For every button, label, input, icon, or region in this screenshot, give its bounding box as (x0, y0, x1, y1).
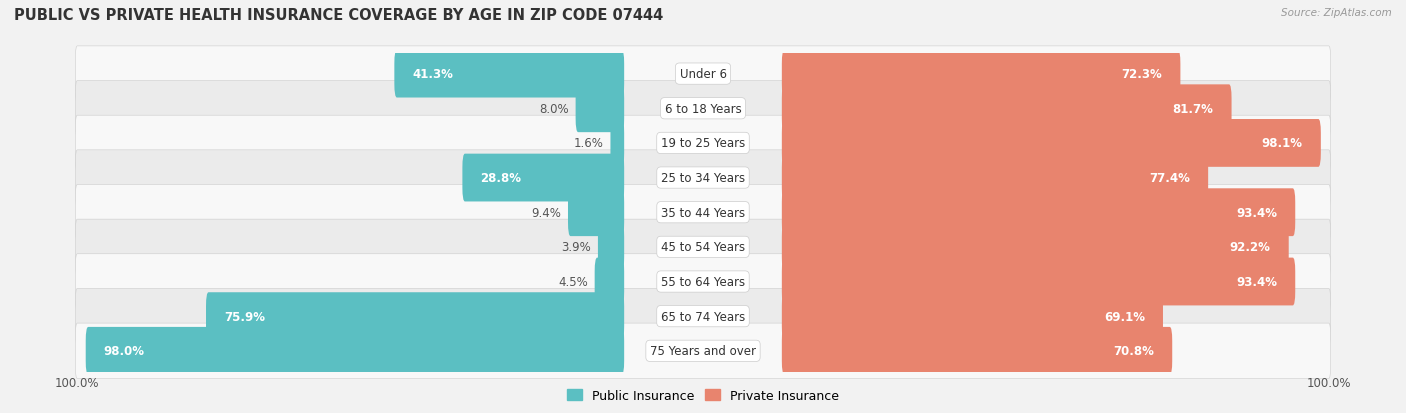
FancyBboxPatch shape (595, 258, 624, 306)
FancyBboxPatch shape (598, 223, 624, 271)
Text: 35 to 44 Years: 35 to 44 Years (661, 206, 745, 219)
Text: 55 to 64 Years: 55 to 64 Years (661, 275, 745, 288)
Text: Under 6: Under 6 (679, 68, 727, 81)
FancyBboxPatch shape (782, 50, 1181, 98)
FancyBboxPatch shape (394, 50, 624, 98)
Text: 69.1%: 69.1% (1104, 310, 1144, 323)
FancyBboxPatch shape (782, 120, 1320, 167)
Text: 9.4%: 9.4% (531, 206, 561, 219)
FancyBboxPatch shape (76, 47, 1330, 102)
FancyBboxPatch shape (782, 189, 1295, 237)
FancyBboxPatch shape (76, 220, 1330, 275)
Text: 92.2%: 92.2% (1230, 241, 1271, 254)
FancyBboxPatch shape (76, 323, 1330, 379)
Text: 98.0%: 98.0% (104, 344, 145, 357)
Text: 41.3%: 41.3% (412, 68, 453, 81)
Text: 75.9%: 75.9% (224, 310, 266, 323)
FancyBboxPatch shape (463, 154, 624, 202)
FancyBboxPatch shape (86, 327, 624, 375)
Text: 4.5%: 4.5% (558, 275, 588, 288)
Text: 25 to 34 Years: 25 to 34 Years (661, 172, 745, 185)
Text: 77.4%: 77.4% (1149, 172, 1189, 185)
FancyBboxPatch shape (782, 258, 1295, 306)
FancyBboxPatch shape (782, 292, 1163, 340)
Text: 45 to 54 Years: 45 to 54 Years (661, 241, 745, 254)
FancyBboxPatch shape (568, 189, 624, 237)
Text: 3.9%: 3.9% (561, 241, 591, 254)
FancyBboxPatch shape (76, 185, 1330, 240)
FancyBboxPatch shape (76, 254, 1330, 309)
FancyBboxPatch shape (76, 116, 1330, 171)
Text: 98.1%: 98.1% (1261, 137, 1303, 150)
Text: 93.4%: 93.4% (1236, 275, 1277, 288)
FancyBboxPatch shape (782, 85, 1232, 133)
FancyBboxPatch shape (575, 85, 624, 133)
Text: 72.3%: 72.3% (1122, 68, 1163, 81)
FancyBboxPatch shape (782, 154, 1208, 202)
Text: 8.0%: 8.0% (538, 102, 569, 116)
FancyBboxPatch shape (76, 289, 1330, 344)
FancyBboxPatch shape (207, 292, 624, 340)
FancyBboxPatch shape (782, 223, 1289, 271)
Text: 65 to 74 Years: 65 to 74 Years (661, 310, 745, 323)
Legend: Public Insurance, Private Insurance: Public Insurance, Private Insurance (562, 384, 844, 407)
Text: 70.8%: 70.8% (1114, 344, 1154, 357)
Text: 6 to 18 Years: 6 to 18 Years (665, 102, 741, 116)
Text: 93.4%: 93.4% (1236, 206, 1277, 219)
Text: 1.6%: 1.6% (574, 137, 603, 150)
Text: 75 Years and over: 75 Years and over (650, 344, 756, 357)
FancyBboxPatch shape (76, 81, 1330, 137)
FancyBboxPatch shape (782, 327, 1173, 375)
Text: 19 to 25 Years: 19 to 25 Years (661, 137, 745, 150)
Text: Source: ZipAtlas.com: Source: ZipAtlas.com (1281, 8, 1392, 18)
FancyBboxPatch shape (610, 120, 624, 167)
Text: 28.8%: 28.8% (481, 172, 522, 185)
Text: PUBLIC VS PRIVATE HEALTH INSURANCE COVERAGE BY AGE IN ZIP CODE 07444: PUBLIC VS PRIVATE HEALTH INSURANCE COVER… (14, 8, 664, 23)
FancyBboxPatch shape (76, 150, 1330, 206)
Text: 81.7%: 81.7% (1173, 102, 1213, 116)
